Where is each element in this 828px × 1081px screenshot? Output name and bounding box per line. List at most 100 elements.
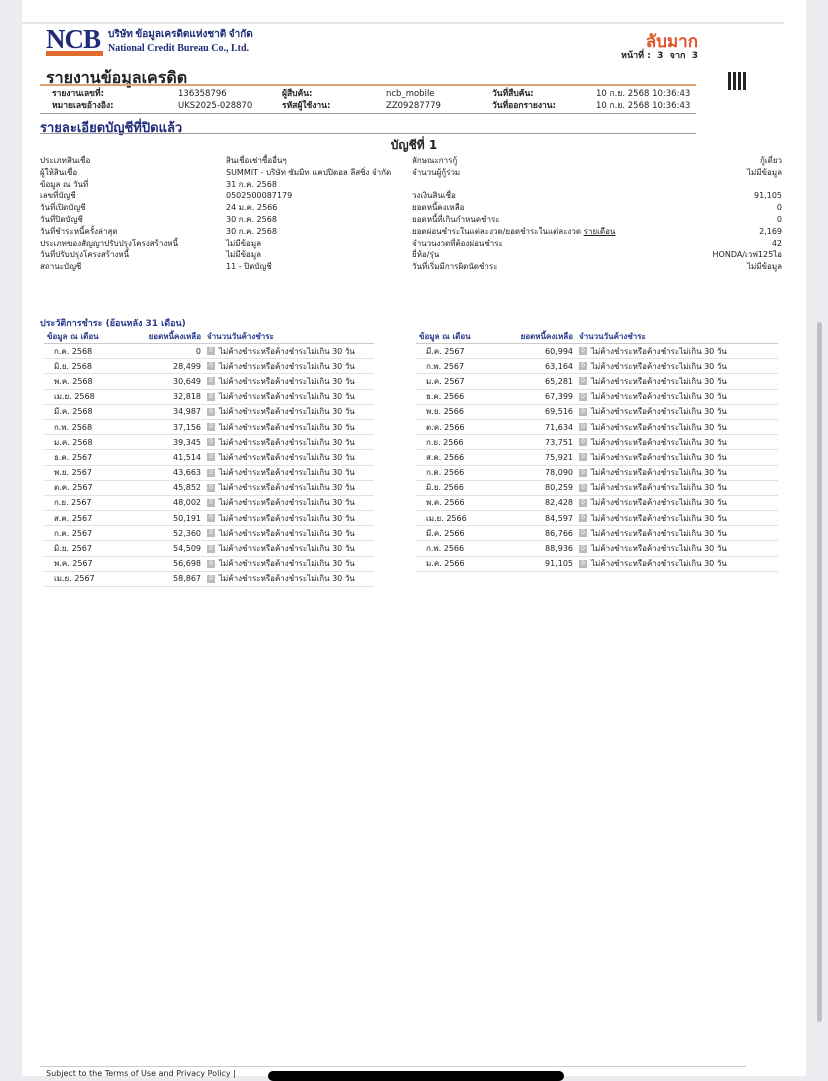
balance: 52,360 (122, 525, 204, 542)
classification: ลับมาก (645, 32, 698, 52)
month: ก.พ. 2568 (44, 419, 122, 436)
user-code: ZZ09287779 (386, 101, 441, 111)
month: พ.ค. 2567 (44, 556, 122, 572)
logo-text: NCB (46, 24, 101, 54)
status: 0 ไม่ค้างชำระหรือค้างชำระไม่เกิน 30 วัน (576, 434, 778, 451)
month: ม.ค. 2568 (44, 434, 122, 451)
search-date: 10 ก.ย. 2568 10:36:43 (596, 89, 691, 99)
status-code-badge: 0 (207, 392, 215, 401)
status-code-badge: 0 (579, 498, 587, 507)
table-row: พ.ย. 2566 69,516 0 ไม่ค้างชำระหรือค้างชำระไ… (416, 404, 778, 420)
balance: 67,399 (494, 389, 576, 405)
status-code-badge: 0 (579, 559, 587, 568)
field-value: ไม่มีข้อมูล (746, 262, 782, 272)
month: พ.ย. 2567 (44, 465, 122, 481)
field-row: วงเงินสินเชื่อ 91,105 (412, 190, 782, 202)
status: 0 ไม่ค้างชำระหรือค้างชำระไม่เกิน 30 วัน (576, 556, 778, 572)
field-value: ไม่มีข้อมูล (746, 167, 782, 177)
searcher: ncb_mobile (386, 89, 435, 99)
field-value: 11 - ปิดบัญชี (226, 262, 272, 272)
status-code-badge: 0 (579, 544, 587, 553)
month: เม.ย. 2568 (44, 389, 122, 405)
balance: 78,090 (494, 465, 576, 481)
month: มี.ค. 2566 (416, 525, 494, 542)
field-label: ประเภทสินเชื่อ (40, 156, 91, 165)
status: 0 ไม่ค้างชำระหรือค้างชำระไม่เกิน 30 วัน (204, 465, 374, 481)
field-value: 2,169 (759, 226, 782, 236)
scrollbar[interactable] (817, 322, 822, 1022)
company-en: National Credit Bureau Co., Ltd. (108, 43, 250, 54)
status: 0 ไม่ค้างชำระหรือค้างชำระไม่เกิน 30 วัน (204, 449, 374, 466)
status-text: ไม่ค้างชำระหรือค้างชำระไม่เกิน 30 วัน (219, 528, 355, 538)
field-value: สินเชื่อเช่าซื้ออื่นๆ (226, 156, 287, 165)
status-code-badge: 0 (207, 468, 215, 477)
field-row: วันที่เปิดบัญชี 24 ม.ค. 2566 (40, 202, 400, 214)
balance: 34,987 (122, 404, 204, 420)
field-row: ผู้ให้สินเชื่อ SUMMIT - บริษัท ซัมมิท แคป… (40, 167, 400, 179)
status: 0 ไม่ค้างชำระหรือค้างชำระไม่เกิน 30 วัน (204, 525, 374, 542)
status-text: ไม่ค้างชำระหรือค้างชำระไม่เกิน 30 วัน (591, 483, 727, 493)
month: มี.ค. 2568 (44, 404, 122, 420)
field-row: วันที่ปิดบัญชี 30 ก.ค. 2568 (40, 214, 400, 226)
divider (40, 1066, 746, 1067)
table-row: เม.ย. 2566 84,597 0 ไม่ค้างชำระหรือค้างชำระ… (416, 510, 778, 527)
status: 0 ไม่ค้างชำระหรือค้างชำระไม่เกิน 30 วัน (204, 404, 374, 420)
field-label: สถานะบัญชี (40, 262, 82, 272)
month: ต.ค. 2566 (416, 419, 494, 436)
field-value: 0 (776, 203, 782, 213)
label: วันที่ออกรายงาน: (492, 101, 556, 111)
label: วันที่สืบค้น: (492, 89, 534, 99)
status-code-badge: 0 (579, 407, 587, 416)
month: มิ.ย. 2567 (44, 540, 122, 557)
status-code-badge: 0 (207, 347, 215, 356)
status-text: ไม่ค้างชำระหรือค้างชำระไม่เกิน 30 วัน (219, 407, 355, 417)
balance: 41,514 (122, 449, 204, 466)
field-value: SUMMIT - บริษัท ซัมมิท แคปปิตอล ลีสซิ่ง … (226, 167, 392, 177)
balance: 50,191 (122, 510, 204, 527)
label: ผู้สืบค้น: (282, 89, 313, 99)
month: พ.ค. 2566 (416, 495, 494, 512)
field-row: ประเภทสินเชื่อ สินเชื่อเช่าซื้ออื่นๆ (40, 155, 400, 167)
status: 0 ไม่ค้างชำระหรือค้างชำระไม่เกิน 30 วัน (576, 343, 778, 360)
field-value: 30 ก.ค. 2568 (226, 214, 277, 224)
status-text: ไม่ค้างชำระหรือค้างชำระไม่เกิน 30 วัน (591, 468, 727, 478)
status-text: ไม่ค้างชำระหรือค้างชำระไม่เกิน 30 วัน (219, 452, 355, 462)
status-code-badge: 0 (207, 377, 215, 386)
ref-no: UKS2025-028870 (178, 101, 253, 111)
month: ธ.ค. 2566 (416, 389, 494, 405)
status-text: ไม่ค้างชำระหรือค้างชำระไม่เกิน 30 วัน (591, 544, 727, 554)
balance: 86,766 (494, 525, 576, 542)
status-text: ไม่ค้างชำระหรือค้างชำระไม่เกิน 30 วัน (591, 376, 727, 386)
status-code-badge: 0 (207, 559, 215, 568)
datamatrix-code (728, 72, 746, 90)
month: ก.พ. 2566 (416, 540, 494, 557)
field-value: 42 (771, 238, 782, 248)
field-row: ยอดหนี้คงเหลือ 0 (412, 202, 782, 214)
balance: 45,852 (122, 480, 204, 496)
field-value: HONDA/เวฟ125ไอ (712, 250, 782, 260)
month: ม.ค. 2566 (416, 556, 494, 572)
status-text: ไม่ค้างชำระหรือค้างชำระไม่เกิน 30 วัน (219, 513, 355, 523)
status-text: ไม่ค้างชำระหรือค้างชำระไม่เกิน 30 วัน (591, 559, 727, 569)
balance: 75,921 (494, 449, 576, 466)
meta-values-1: 136358796 UKS2025-028870 (178, 88, 252, 112)
status: 0 ไม่ค้างชำระหรือค้างชำระไม่เกิน 30 วัน (204, 434, 374, 451)
balance: 58,867 (122, 571, 204, 588)
balance: 69,516 (494, 404, 576, 420)
month: ก.ค. 2567 (44, 525, 122, 542)
footer-text: Subject to the Terms of Use and Privacy … (46, 1069, 236, 1078)
field-label: จำนวนผู้กู้ร่วม (412, 167, 461, 177)
status: 0 ไม่ค้างชำระหรือค้างชำระไม่เกิน 30 วัน (576, 495, 778, 512)
ncb-logo: NCB (46, 24, 104, 56)
status-code-badge: 0 (579, 529, 587, 538)
balance: 39,345 (122, 434, 204, 451)
status: 0 ไม่ค้างชำระหรือค้างชำระไม่เกิน 30 วัน (576, 419, 778, 436)
status-code-badge: 0 (579, 392, 587, 401)
label: หมายเลขอ้างอิง: (52, 101, 114, 111)
status-text: ไม่ค้างชำระหรือค้างชำระไม่เกิน 30 วัน (591, 407, 727, 417)
divider (40, 113, 696, 114)
field-row: ยี่ห้อ/รุ่น HONDA/เวฟ125ไอ (412, 249, 782, 261)
status-text: ไม่ค้างชำระหรือค้างชำระไม่เกิน 30 วัน (591, 437, 727, 447)
table-row: พ.ค. 2566 82,428 0 ไม่ค้างชำระหรือค้างชำระไ… (416, 495, 778, 512)
status-text: ไม่ค้างชำระหรือค้างชำระไม่เกิน 30 วัน (591, 361, 727, 371)
